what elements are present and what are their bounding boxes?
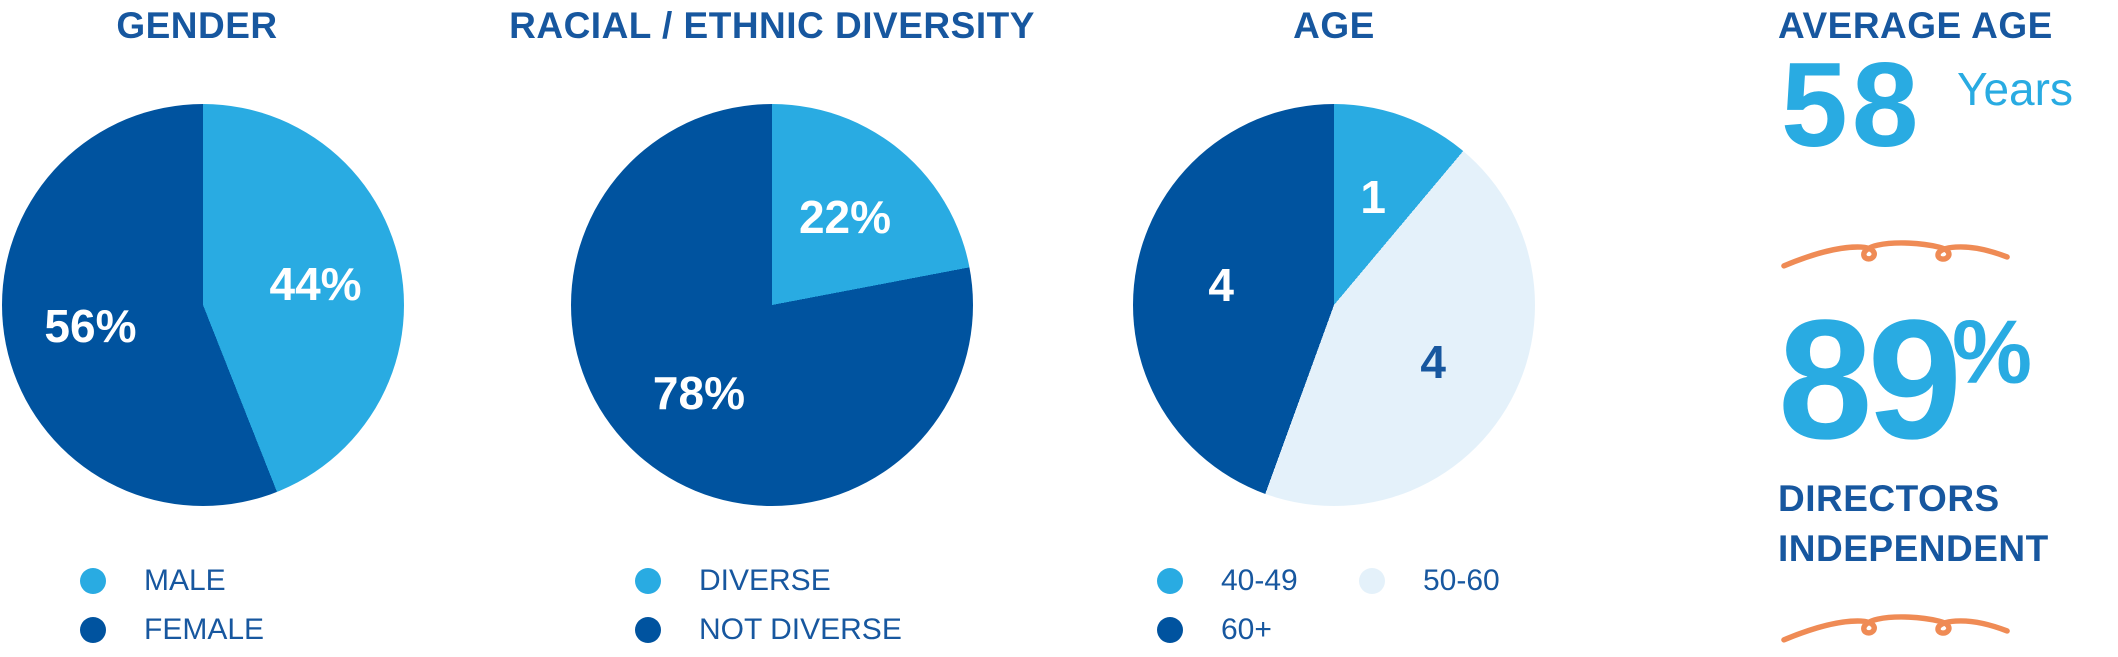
- legend-swatch-icon: [1157, 617, 1183, 643]
- gender-chart-title: GENDER: [116, 5, 278, 46]
- pie-slice-label: 44%: [269, 257, 362, 310]
- gender-pie-chart: 44% 56%: [2, 104, 404, 506]
- racial-ethnic-diversity-chart-title: RACIAL / ETHNIC DIVERSITY: [509, 5, 1035, 46]
- legend-swatch-icon: [80, 568, 106, 594]
- legend-label: 50-60: [1423, 564, 1500, 597]
- legend-item: DIVERSE: [635, 564, 902, 597]
- racial-ethnic-diversity-pie-chart: 22% 78%: [571, 104, 973, 506]
- legend-swatch-icon: [1157, 568, 1183, 594]
- legend-item: MALE: [80, 564, 264, 597]
- wave-divider-icon: [1781, 614, 2010, 643]
- gender-legend: MALE FEMALE: [80, 564, 265, 646]
- pie-slice-label: 78%: [652, 367, 746, 420]
- pie-slice-label: 56%: [44, 300, 137, 353]
- independent-directors-percent-sign: %: [1952, 303, 2033, 403]
- age-chart-title: AGE: [1293, 5, 1375, 46]
- independent-directors-value: 89: [1778, 285, 1962, 475]
- age-pie-chart: 1 4 4: [1133, 104, 1535, 506]
- average-age-units: Years: [1957, 63, 2073, 115]
- legend-swatch-icon: [635, 617, 661, 643]
- independent-directors-caption-line1: DIRECTORS: [1778, 478, 2000, 519]
- pie-slice-label: 4: [1208, 259, 1234, 312]
- legend-swatch-icon: [635, 568, 661, 594]
- legend-swatch-icon: [1359, 568, 1385, 594]
- legend-label: NOT DIVERSE: [699, 613, 902, 646]
- legend-label: 60+: [1221, 613, 1272, 646]
- average-age-title: AVERAGE AGE: [1778, 5, 2053, 46]
- legend-label: MALE: [144, 564, 226, 597]
- pie-slice-label: 4: [1420, 336, 1447, 389]
- legend-label: FEMALE: [144, 613, 265, 646]
- legend-label: 40-49: [1221, 564, 1298, 597]
- legend-swatch-icon: [80, 617, 106, 643]
- pie-slice-label: 1: [1360, 171, 1386, 224]
- average-age-value: 58: [1781, 38, 1923, 172]
- legend-item: FEMALE: [80, 613, 265, 646]
- independent-directors-caption-line2: INDEPENDENT: [1778, 527, 2049, 569]
- racial-ethnic-diversity-legend: DIVERSE NOT DIVERSE: [635, 564, 902, 646]
- legend-item: NOT DIVERSE: [635, 613, 902, 646]
- legend-item: 60+: [1157, 613, 1298, 646]
- pie-slice-label: 22%: [798, 190, 892, 243]
- legend-label: DIVERSE: [699, 564, 831, 597]
- age-legend-column-2: 50-60: [1359, 564, 1500, 597]
- legend-item: 40-49: [1157, 564, 1298, 597]
- age-legend-column-1: 40-49 60+: [1157, 564, 1298, 646]
- independent-directors-caption: DIRECTORS INDEPENDENT: [1778, 474, 2049, 573]
- wave-divider-icon: [1781, 240, 2010, 269]
- legend-item: 50-60: [1359, 564, 1500, 597]
